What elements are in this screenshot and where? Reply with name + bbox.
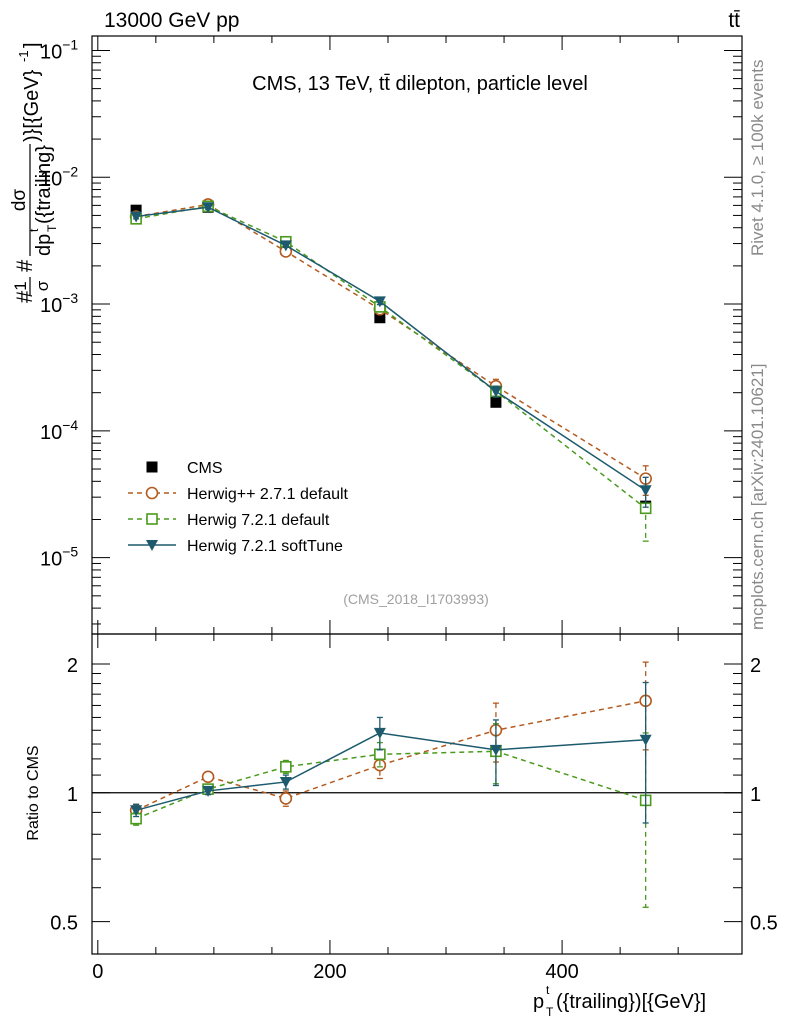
svg-text:dσ: dσ	[9, 189, 30, 212]
ratio-point	[202, 785, 215, 797]
svg-text:T: T	[45, 224, 59, 232]
svg-text:({trailing})[{GeV}]: ({trailing})[{GeV}]	[556, 991, 706, 1013]
y-tick-label: 10−2	[40, 163, 78, 190]
y-tick-label: 10−4	[40, 417, 78, 444]
series-line	[136, 206, 647, 491]
svg-text:)}[{GeV}: )}[{GeV}	[21, 69, 43, 142]
svg-text:1: 1	[11, 281, 30, 290]
ratio-y-tick-label: 2	[67, 655, 78, 677]
chart-title: CMS, 13 TeV, tt̄ dilepton, particle leve…	[252, 73, 588, 95]
x-tick-label: 400	[545, 961, 578, 983]
legend-label: Herwig++ 2.7.1 default	[187, 486, 349, 503]
y-tick-label: 10−1	[40, 36, 78, 63]
legend-marker	[145, 486, 159, 500]
svg-text:T: T	[546, 1005, 554, 1019]
legend: CMS Herwig++ 2.7.1 default Herwig 7.2.1 de…	[128, 460, 349, 555]
svg-text:σ: σ	[33, 280, 52, 291]
ratio-point	[373, 727, 386, 739]
ratio-point	[374, 748, 386, 761]
series-line	[135, 203, 647, 480]
ratio-frame	[91, 633, 743, 955]
data-point	[489, 386, 502, 398]
rivet-version-label: Rivet 4.1.0, ≥ 100k events	[748, 59, 767, 256]
ratio-y-tick-label-right: 1	[750, 784, 761, 806]
mcplots-source-label: mcplots.cern.ch [arXiv:2401.10621]	[748, 363, 767, 630]
y-axis-label: # 1 σ # dσ dp t T ({trailing} )}[{GeV} -…	[9, 42, 59, 303]
ratio-y-tick-label-right: 0.5	[750, 913, 778, 935]
svg-text:dp: dp	[33, 234, 55, 256]
x-tick-label: 0	[92, 961, 103, 983]
legend-label: CMS	[187, 460, 223, 477]
legend-marker	[146, 513, 158, 525]
ratio-y-tick-label: 0.5	[50, 913, 78, 935]
legend-label: Herwig 7.2.1 default	[187, 512, 330, 529]
y-tick-label: 10−3	[40, 290, 78, 317]
x-axis-label: p t T ({trailing})[{GeV}]	[533, 983, 706, 1019]
ratio-y-tick-label-right: 2	[750, 655, 761, 677]
header-left: 13000 GeV pp	[104, 9, 239, 32]
ratio-series	[129, 661, 652, 908]
legend-marker	[146, 540, 158, 551]
svg-text:t: t	[546, 983, 550, 997]
ratio-point	[130, 805, 143, 817]
ratio-point	[280, 761, 292, 773]
ratio-axis-ticks: 0 200 400 0.5 0.5 1 1 2 2	[50, 634, 778, 983]
data-point	[373, 296, 386, 308]
ratio-line	[135, 732, 646, 812]
header-right: tt̄	[728, 9, 740, 32]
data-point	[279, 240, 292, 252]
svg-text:#: #	[12, 259, 37, 272]
main-axis-ticks: 10−5 10−4 10−3 10−2 10−1	[40, 36, 742, 634]
ratio-line	[135, 700, 646, 811]
ratio-point	[639, 734, 652, 746]
ratio-point	[279, 776, 292, 788]
ratio-y-tick-label: 1	[67, 784, 78, 806]
ratio-point	[201, 770, 215, 784]
data-point	[639, 485, 652, 497]
ratio-y-label: Ratio to CMS	[25, 745, 42, 840]
ratio-point	[489, 744, 502, 756]
data-point	[202, 202, 215, 214]
data-point	[130, 211, 143, 223]
data-point	[374, 312, 386, 324]
data-point	[490, 396, 502, 408]
ratio-point	[279, 792, 293, 805]
y-tick-label: 10−5	[40, 544, 78, 571]
watermark: (CMS_2018_I1703993)	[343, 591, 489, 607]
legend-label: Herwig 7.2.1 softTune	[187, 538, 343, 555]
main-series	[129, 198, 652, 542]
legend-marker	[146, 461, 158, 473]
data-point	[130, 204, 142, 216]
svg-text:t: t	[27, 228, 41, 232]
svg-text:]: ]	[21, 42, 43, 48]
svg-text:#: #	[12, 290, 37, 303]
x-tick-label: 200	[313, 961, 346, 983]
svg-text:-1: -1	[16, 50, 31, 62]
svg-text:p: p	[533, 991, 544, 1013]
svg-text:({trailing}: ({trailing}	[33, 145, 55, 224]
